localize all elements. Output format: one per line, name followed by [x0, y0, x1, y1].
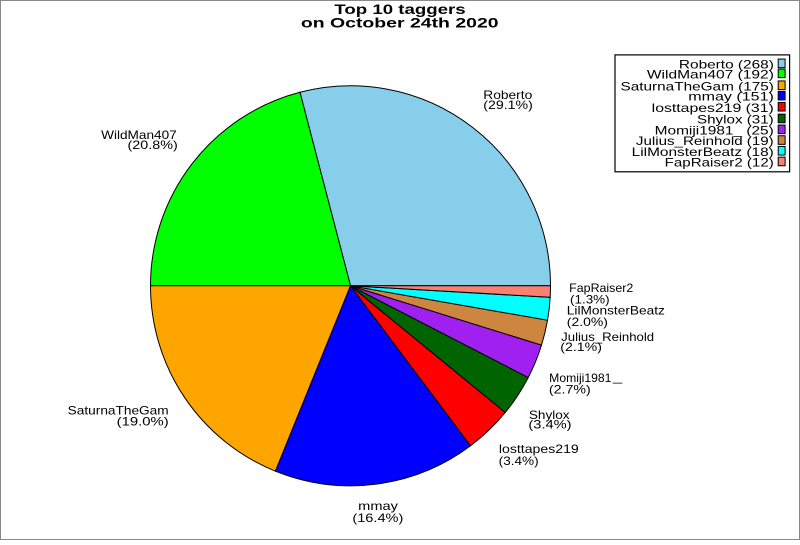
svg-text:SaturnaTheGam (175): SaturnaTheGam (175) [621, 79, 774, 93]
svg-text:(20.8%): (20.8%) [128, 138, 178, 152]
svg-text:Julius_Reinhold: Julius_Reinhold [561, 330, 654, 344]
svg-text:(19.0%): (19.0%) [117, 415, 169, 429]
svg-text:FapRaiser2: FapRaiser2 [569, 281, 633, 295]
svg-text:Shylox (31): Shylox (31) [697, 113, 774, 127]
svg-text:WildMan407: WildMan407 [101, 128, 177, 142]
svg-text:SaturnaTheGam: SaturnaTheGam [68, 404, 169, 418]
svg-text:FapRaiser2 (12): FapRaiser2 (12) [665, 156, 774, 170]
svg-text:(29.1%): (29.1%) [483, 98, 533, 112]
svg-text:losttapes219: losttapes219 [499, 442, 579, 456]
svg-text:Julius_Reinhold (19): Julius_Reinhold (19) [636, 134, 774, 148]
svg-text:Roberto: Roberto [483, 88, 532, 102]
svg-text:mmay: mmay [358, 499, 398, 513]
svg-text:LilMonsterBeatz (18): LilMonsterBeatz (18) [632, 145, 774, 159]
svg-text:Shylox: Shylox [529, 408, 570, 422]
svg-text:_: _ [612, 370, 623, 384]
svg-text:(3.4%): (3.4%) [499, 454, 539, 468]
svg-text:(16.4%): (16.4%) [352, 511, 403, 525]
svg-text:Top 10 taggers: Top 10 taggers [334, 2, 465, 17]
svg-text:(3.4%): (3.4%) [528, 418, 571, 432]
svg-text:WildMan407 (192): WildMan407 (192) [647, 67, 774, 81]
svg-text:(2.0%): (2.0%) [567, 315, 608, 329]
svg-text:LilMonsterBeatz: LilMonsterBeatz [567, 303, 665, 317]
svg-text:(2.7%): (2.7%) [549, 383, 591, 397]
svg-text:(2.1%): (2.1%) [560, 340, 602, 354]
svg-text:losttapes219 (31): losttapes219 (31) [652, 101, 774, 115]
svg-text:mmay (151): mmay (151) [688, 90, 774, 104]
svg-text:Momiji1981_ (25): Momiji1981_ (25) [655, 123, 774, 137]
svg-text:Roberto (268): Roberto (268) [679, 57, 774, 71]
svg-text:Momiji1981: Momiji1981 [549, 371, 612, 385]
svg-text:(1.3%): (1.3%) [570, 292, 610, 306]
svg-text:on October 24th 2020: on October 24th 2020 [301, 16, 499, 31]
